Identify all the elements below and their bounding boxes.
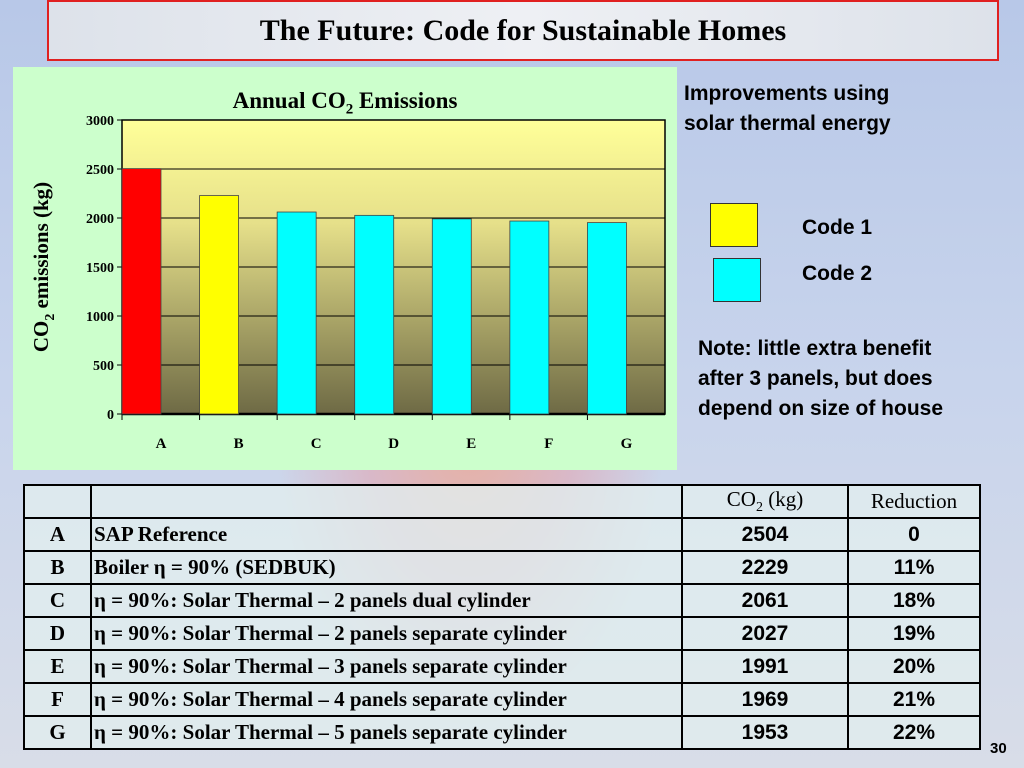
bar-E (431, 218, 472, 415)
row-id: B (23, 550, 92, 585)
row-co2: 2027 (681, 616, 849, 651)
page-number: 30 (990, 740, 1007, 757)
x-tick-label: E (466, 436, 476, 452)
row-description: η = 90%: Solar Thermal – 2 panels separa… (90, 616, 683, 651)
bar-C (276, 211, 317, 415)
row-id: D (23, 616, 92, 651)
row-co2: 2504 (681, 517, 849, 552)
row-id: E (23, 649, 92, 684)
slide-title-box: The Future: Code for Sustainable Homes (47, 0, 999, 61)
bar-G (587, 222, 627, 415)
side-heading: Improvements using solar thermal energy (684, 82, 891, 135)
row-id: G (23, 715, 92, 750)
x-tick-label: F (544, 436, 553, 452)
slide-title: The Future: Code for Sustainable Homes (259, 13, 787, 47)
row-reduction: 20% (847, 649, 981, 684)
emissions-table: CO2 (kg) Reduction A SAP Reference 2504 0 B B… (23, 484, 981, 750)
row-id: F (23, 682, 92, 717)
table-row: A SAP Reference 2504 0 (23, 517, 981, 552)
x-tick-label: C (311, 436, 322, 452)
row-reduction: 19% (847, 616, 981, 651)
bar-chart: 0 500 1000 1500 2000 2500 3000 A B C D E F G CO2 emis… (29, 114, 666, 452)
x-tick-label: A (156, 436, 167, 452)
row-reduction: 18% (847, 583, 981, 618)
header-reduction: Reduction (847, 484, 981, 519)
y-tick-label: 500 (93, 359, 114, 374)
y-tick-label: 1000 (86, 310, 114, 325)
row-reduction: 0 (847, 517, 981, 552)
legend-swatch-code1 (710, 203, 758, 247)
chart-title: Annual CO2 Emissions (232, 88, 458, 118)
y-tick-label: 1500 (86, 261, 114, 276)
row-co2: 1969 (681, 682, 849, 717)
row-description: η = 90%: Solar Thermal – 2 panels dual c… (90, 583, 683, 618)
row-co2: 2061 (681, 583, 849, 618)
legend-label-code2: Code 2 (802, 262, 873, 285)
row-co2: 1991 (681, 649, 849, 684)
row-description: SAP Reference (90, 517, 683, 552)
x-tick-label: D (388, 436, 399, 452)
x-tick-label: B (234, 436, 244, 452)
row-description: η = 90%: Solar Thermal – 3 panels separa… (90, 649, 683, 684)
table-row: B Boiler η = 90% (SEDBUK) 2229 11% (23, 550, 981, 585)
row-co2: 2229 (681, 550, 849, 585)
y-tick-label: 2500 (86, 163, 114, 178)
row-co2: 1953 (681, 715, 849, 750)
row-id: C (23, 583, 92, 618)
row-reduction: 21% (847, 682, 981, 717)
row-description: η = 90%: Solar Thermal – 5 panels separa… (90, 715, 683, 750)
header-co2: CO2 (kg) (681, 484, 849, 519)
bar-F (509, 220, 550, 415)
y-tick-label: 0 (107, 408, 114, 423)
row-id: A (23, 517, 92, 552)
y-tick-label: 3000 (86, 114, 114, 129)
bar-B (199, 195, 239, 415)
row-description: η = 90%: Solar Thermal – 4 panels separa… (90, 682, 683, 717)
side-note: Note: little extra benefit after 3 panel… (698, 337, 944, 420)
legend-swatch-code2 (713, 258, 761, 302)
bar-A (121, 168, 162, 415)
y-tick-label: 2000 (86, 212, 114, 227)
legend-label-code1: Code 1 (802, 216, 873, 239)
table-header-row: CO2 (kg) Reduction (23, 484, 981, 519)
row-reduction: 22% (847, 715, 981, 750)
row-reduction: 11% (847, 550, 981, 585)
row-description: Boiler η = 90% (SEDBUK) (90, 550, 683, 585)
y-axis-label: CO2 emissions (kg) (29, 182, 58, 352)
x-tick-label: G (621, 436, 633, 452)
bar-D (354, 214, 395, 415)
